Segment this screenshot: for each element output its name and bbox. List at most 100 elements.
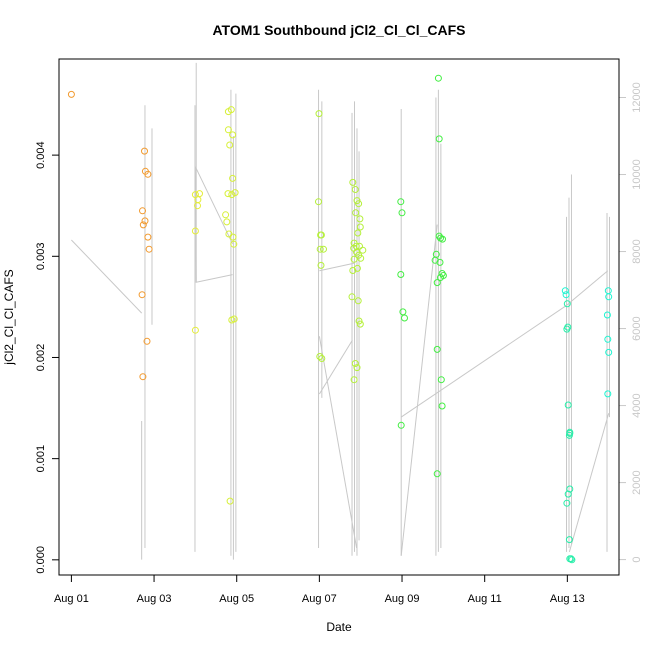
data-point: [350, 376, 358, 384]
x-tick-label: Aug 11: [468, 593, 502, 605]
data-point: [434, 74, 442, 82]
data-point: [67, 90, 75, 98]
data-point: [433, 345, 441, 353]
data-point: [222, 211, 230, 219]
data-point: [438, 270, 446, 277]
data-point: [141, 147, 148, 155]
data-point: [397, 198, 405, 206]
data-point: [350, 255, 358, 263]
data-point: [139, 221, 147, 229]
trace-connector: [194, 166, 234, 245]
chart-title: ATOM1 Southbound jCl2_Cl_Cl_CAFS: [212, 22, 465, 38]
data-point: [354, 229, 362, 237]
data-point: [228, 191, 236, 199]
data-point: [563, 325, 571, 333]
y-axis-label: jCl2_Cl_Cl_CAFS: [2, 269, 16, 365]
x-tick-label: Aug 01: [54, 593, 89, 605]
data-point: [230, 240, 238, 248]
data-point: [317, 231, 325, 239]
data-point: [562, 291, 570, 299]
data-point: [226, 141, 234, 149]
data-point: [438, 402, 446, 410]
data-point: [224, 190, 232, 198]
data-point: [230, 315, 238, 323]
data-point: [352, 209, 360, 217]
data-point: [437, 274, 444, 281]
y-tick-label: 0.004: [35, 141, 47, 169]
points-layer: [67, 74, 613, 564]
data-point: [561, 287, 569, 295]
data-point: [143, 337, 151, 345]
data-point: [320, 245, 327, 253]
data-point: [359, 246, 367, 254]
data-point: [567, 555, 575, 563]
data-point: [604, 390, 612, 398]
data-point: [139, 373, 147, 381]
data-point: [568, 556, 576, 564]
y-tick-label: 0.002: [35, 344, 47, 372]
trace-connector: [400, 224, 438, 556]
trace-connector: [568, 413, 610, 553]
data-point: [605, 348, 613, 356]
data-point: [565, 536, 573, 544]
data-point: [139, 207, 146, 215]
plot-frame: [58, 58, 620, 576]
data-point: [564, 401, 572, 409]
data-point: [433, 470, 441, 478]
data-point: [401, 314, 408, 322]
data-point: [349, 178, 357, 186]
trace-connector: [400, 304, 567, 418]
trace-connector: [318, 336, 358, 549]
right-tick-label: 2000: [631, 470, 643, 494]
data-point: [351, 186, 359, 193]
data-point: [348, 293, 356, 301]
data-point: [224, 126, 232, 134]
trace-connector: [566, 270, 609, 306]
x-axis-label: Date: [326, 620, 352, 634]
data-point: [144, 233, 152, 241]
right-tick-label: 8000: [631, 239, 643, 263]
data-point: [145, 245, 153, 253]
data-point: [566, 428, 574, 436]
x-tick-label: Aug 09: [385, 593, 420, 605]
data-point: [191, 326, 199, 334]
data-point: [353, 364, 361, 372]
data-point: [141, 217, 149, 225]
x-tick-label: Aug 07: [302, 593, 337, 605]
right-tick-label: 12000: [631, 82, 643, 113]
data-point: [439, 235, 446, 243]
data-point: [437, 376, 445, 384]
x-tick-label: Aug 13: [550, 593, 585, 605]
data-point: [355, 317, 363, 325]
data-point: [318, 355, 326, 362]
data-point: [435, 135, 443, 143]
data-point: [564, 490, 572, 498]
x-tick-label: Aug 05: [219, 593, 254, 605]
data-point: [356, 223, 364, 231]
data-point: [194, 202, 201, 210]
data-point: [354, 297, 362, 305]
data-point: [604, 335, 612, 343]
data-point: [315, 110, 323, 118]
trace-connector: [318, 339, 353, 395]
data-point: [226, 497, 234, 505]
data-point: [317, 261, 325, 269]
data-point: [229, 131, 237, 139]
data-point: [316, 245, 324, 253]
trace-connector: [71, 239, 143, 314]
trace-connector: [319, 262, 355, 272]
data-point: [144, 170, 152, 178]
data-point: [433, 279, 441, 287]
right-tick-label: 4000: [631, 393, 643, 417]
data-point: [315, 198, 322, 206]
data-point: [351, 360, 359, 367]
data-point: [356, 320, 364, 328]
data-point: [223, 218, 231, 226]
data-point: [565, 431, 573, 439]
data-point: [229, 233, 237, 241]
y-tick-label: 0.000: [35, 546, 47, 574]
data-point: [398, 209, 406, 217]
data-point: [355, 200, 363, 208]
x-tick-label: Aug 03: [137, 593, 172, 605]
